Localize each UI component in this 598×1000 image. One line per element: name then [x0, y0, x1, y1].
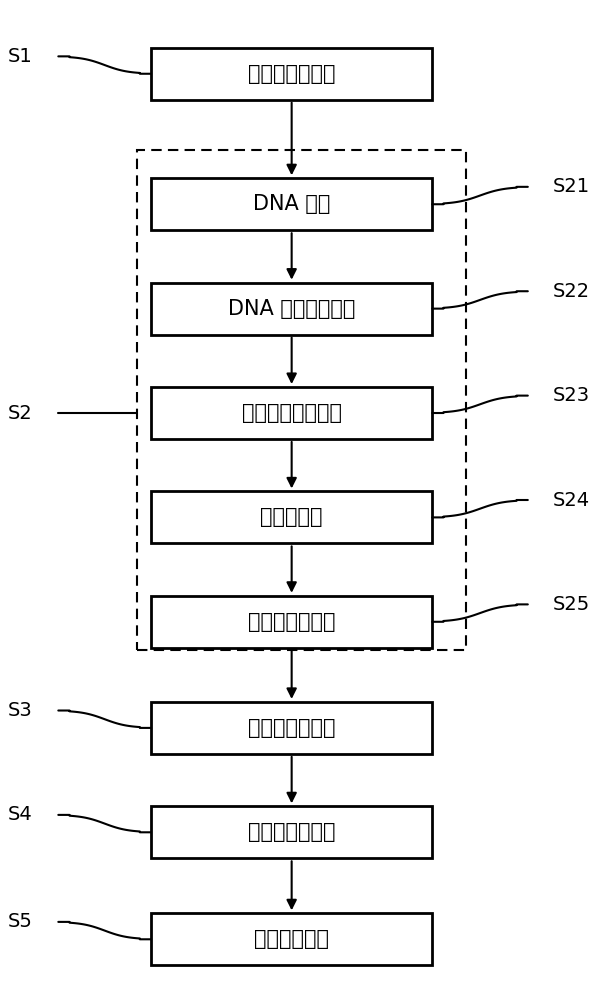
- Text: 数据质控和分析: 数据质控和分析: [248, 718, 335, 738]
- Text: DNA 片段化和沉淀: DNA 片段化和沉淀: [228, 299, 355, 319]
- Text: S1: S1: [8, 47, 33, 66]
- Bar: [151, 283, 432, 335]
- Text: 用药指导报告: 用药指导报告: [254, 929, 329, 949]
- Text: DNA 扩增: DNA 扩增: [253, 194, 330, 214]
- Text: S24: S24: [553, 490, 590, 510]
- Bar: [151, 913, 432, 965]
- Bar: [151, 806, 432, 858]
- Text: S2: S2: [8, 404, 33, 423]
- Bar: [137, 150, 466, 650]
- Text: 芯片扫描仪检测: 芯片扫描仪检测: [248, 612, 335, 632]
- Text: S25: S25: [553, 595, 590, 614]
- Bar: [151, 178, 432, 230]
- Text: 样本处理与质控: 样本处理与质控: [248, 64, 335, 84]
- Bar: [151, 387, 432, 439]
- Text: S3: S3: [8, 701, 33, 720]
- Text: 干燥、重悬及质控: 干燥、重悬及质控: [242, 403, 341, 423]
- Bar: [151, 596, 432, 648]
- Text: S5: S5: [8, 912, 33, 931]
- Bar: [151, 48, 432, 100]
- Text: 变性和杂交: 变性和杂交: [260, 507, 323, 527]
- Bar: [151, 702, 432, 754]
- Text: 结果分析和注释: 结果分析和注释: [248, 822, 335, 842]
- Text: S23: S23: [553, 386, 590, 405]
- Bar: [151, 491, 432, 543]
- Text: S22: S22: [553, 282, 590, 301]
- Text: S21: S21: [553, 177, 590, 196]
- Text: S4: S4: [8, 805, 33, 824]
